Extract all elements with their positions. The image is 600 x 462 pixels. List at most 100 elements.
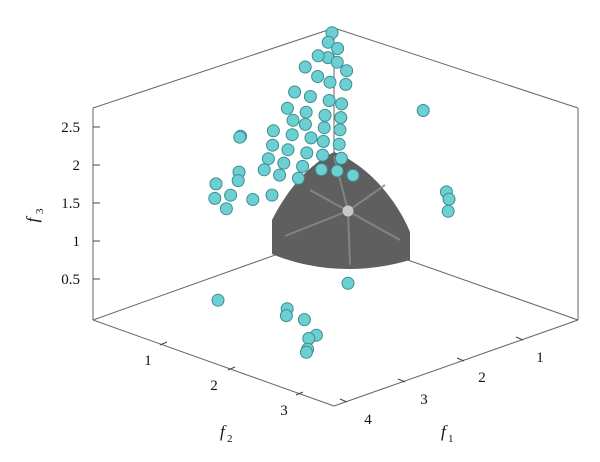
data-point xyxy=(246,193,260,206)
data-point xyxy=(334,111,348,125)
data-point xyxy=(330,55,344,69)
data-point xyxy=(304,131,318,145)
data-point xyxy=(211,293,225,307)
data-point xyxy=(296,159,310,173)
left-wall-top-edge xyxy=(92,27,335,109)
data-point xyxy=(288,85,302,99)
reference-point xyxy=(342,205,354,217)
f2-tick-label: 3 xyxy=(280,403,288,419)
f1-tick-label: 3 xyxy=(420,392,428,408)
data-point xyxy=(291,171,305,185)
f1-tick-mark xyxy=(397,378,406,383)
data-point xyxy=(298,60,312,74)
data-point xyxy=(303,90,317,103)
data-point xyxy=(285,128,299,142)
data-point xyxy=(317,121,331,135)
f2-axis-label: f 2 xyxy=(220,422,233,445)
f2-tick-label: 2 xyxy=(210,378,218,394)
data-point xyxy=(323,75,337,89)
data-point xyxy=(279,309,293,323)
surface-ridge xyxy=(347,184,386,212)
f2-axis-label-subscript: 2 xyxy=(227,433,233,445)
f1-tick-mark xyxy=(339,398,348,403)
data-point xyxy=(302,332,316,345)
f3-tick-label: 2.5 xyxy=(61,120,80,136)
f3-tick-label: 0.5 xyxy=(61,272,80,288)
f1-tick-labels: 1 2 3 4 xyxy=(364,350,544,428)
f2-tick-mark xyxy=(227,366,236,371)
f3-axis-label-subscript: 3 xyxy=(34,208,46,214)
data-point xyxy=(314,163,328,177)
f1-axis-label-subscript: 1 xyxy=(448,433,454,445)
data-point xyxy=(231,174,245,188)
data-point xyxy=(280,101,294,115)
right-wall-top-edge xyxy=(333,27,579,109)
data-point xyxy=(441,204,455,218)
f2-tick-mark xyxy=(159,341,168,346)
data-point xyxy=(261,152,275,166)
data-point xyxy=(341,276,355,290)
data-point xyxy=(333,123,347,137)
data-point xyxy=(318,108,332,122)
tick-marks xyxy=(93,126,524,403)
surface-ridge xyxy=(347,210,401,241)
data-point xyxy=(298,117,312,131)
data-point xyxy=(219,202,233,216)
f3-tick-label: 1 xyxy=(73,234,81,250)
data-point xyxy=(277,156,291,170)
f2-axis-label-main: f xyxy=(220,422,227,441)
data-point xyxy=(273,168,287,182)
data-point xyxy=(299,105,313,119)
data-point xyxy=(266,138,280,152)
data-point xyxy=(442,192,456,206)
f1-tick-label: 4 xyxy=(364,412,372,428)
data-point xyxy=(339,77,353,91)
data-point xyxy=(224,188,238,202)
data-point xyxy=(321,35,335,49)
data-point xyxy=(334,151,348,165)
data-point xyxy=(265,188,279,202)
surface-ridge xyxy=(347,210,351,266)
data-point xyxy=(257,163,271,177)
f2-tick-mark xyxy=(295,391,304,396)
data-point xyxy=(286,113,300,127)
data-point xyxy=(299,345,313,359)
data-point xyxy=(311,70,325,83)
front-floor-edge-right xyxy=(333,319,579,407)
front-floor-edge-left xyxy=(92,319,335,407)
f3-axis-label-main: f xyxy=(23,215,42,222)
data-points xyxy=(208,26,456,359)
data-point xyxy=(266,124,280,138)
f3-tick-label: 1.5 xyxy=(61,196,80,212)
data-point xyxy=(416,104,430,117)
data-point xyxy=(300,146,314,160)
f3-axis-label: f 3 xyxy=(23,208,46,222)
data-point xyxy=(322,94,336,107)
surface-ridges xyxy=(284,155,401,266)
data-point xyxy=(316,148,330,162)
data-point xyxy=(233,130,247,144)
data-point xyxy=(330,164,344,178)
data-point xyxy=(340,64,354,78)
data-point xyxy=(346,168,360,182)
f3-tick-label: 2 xyxy=(73,158,81,174)
pareto-surface xyxy=(272,152,410,269)
f2-tick-labels: 1 2 3 xyxy=(144,353,288,419)
data-point xyxy=(209,177,223,191)
f1-tick-label: 1 xyxy=(536,350,544,366)
f1-tick-mark xyxy=(456,357,465,362)
f1-axis-label: f 1 xyxy=(441,422,454,445)
surface-ridge xyxy=(309,189,349,212)
data-point xyxy=(311,49,325,63)
f1-axis-label-main: f xyxy=(441,422,448,441)
f1-tick-label: 2 xyxy=(478,370,486,386)
f3-tick-labels: 2.5 2 1.5 1 0.5 xyxy=(61,120,80,288)
data-point xyxy=(297,313,311,327)
f2-tick-label: 1 xyxy=(144,353,152,369)
surface-ridge xyxy=(284,210,349,237)
f1-tick-mark xyxy=(515,336,524,341)
data-point xyxy=(281,143,295,157)
data-point xyxy=(332,137,346,151)
data-point xyxy=(208,191,222,205)
